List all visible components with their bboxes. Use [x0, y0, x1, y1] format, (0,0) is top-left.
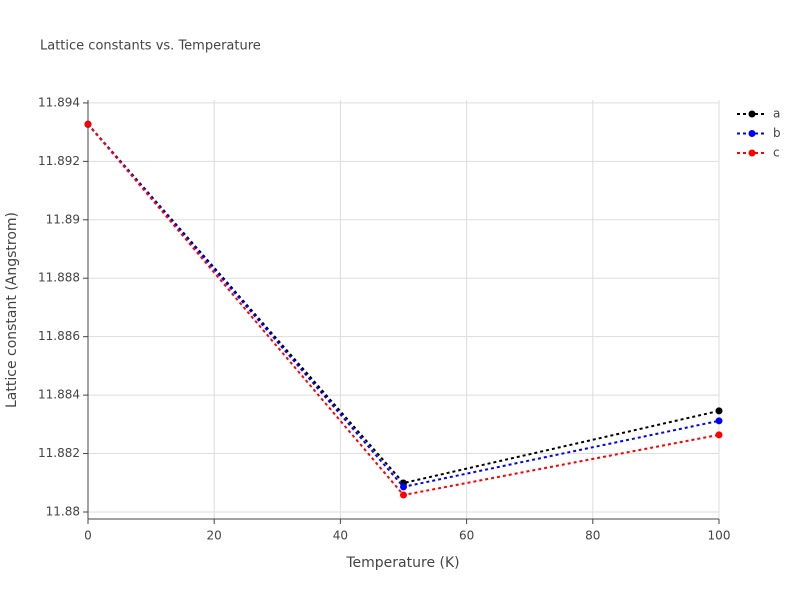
y-tick-label: 11.886 [38, 329, 80, 343]
data-point [400, 491, 407, 499]
x-tick-label: 40 [333, 529, 348, 543]
data-point [400, 483, 407, 491]
x-tick-label: 0 [84, 529, 92, 543]
data-point [84, 120, 92, 128]
y-tick-label: 11.882 [38, 446, 80, 460]
series-line [87, 123, 720, 497]
legend-marker [748, 110, 756, 118]
y-tick-label: 11.884 [38, 388, 80, 402]
legend-label: a [773, 107, 780, 121]
x-axis-label: Temperature (K) [345, 555, 459, 571]
x-tick-label: 60 [459, 529, 474, 543]
x-tick-label: 80 [585, 529, 600, 543]
legend-label: b [773, 126, 781, 140]
legend-label: c [773, 146, 780, 160]
data-point [715, 417, 723, 425]
legend-marker [748, 130, 756, 137]
y-tick-label: 11.888 [38, 271, 80, 285]
y-tick-label: 11.894 [38, 95, 80, 109]
y-tick-label: 11.88 [46, 504, 80, 518]
y-axis-label: Lattice constant (Angstrom) [4, 212, 20, 408]
legend-marker [748, 149, 756, 157]
chart-title: Lattice constants vs. Temperature [40, 39, 261, 54]
series-line [87, 123, 720, 485]
y-tick-label: 11.89 [46, 212, 80, 226]
data-point [715, 431, 723, 439]
x-tick-label: 100 [708, 529, 731, 543]
y-tick-label: 11.892 [38, 154, 80, 168]
data-point [715, 407, 723, 415]
x-tick-label: 20 [207, 529, 222, 543]
